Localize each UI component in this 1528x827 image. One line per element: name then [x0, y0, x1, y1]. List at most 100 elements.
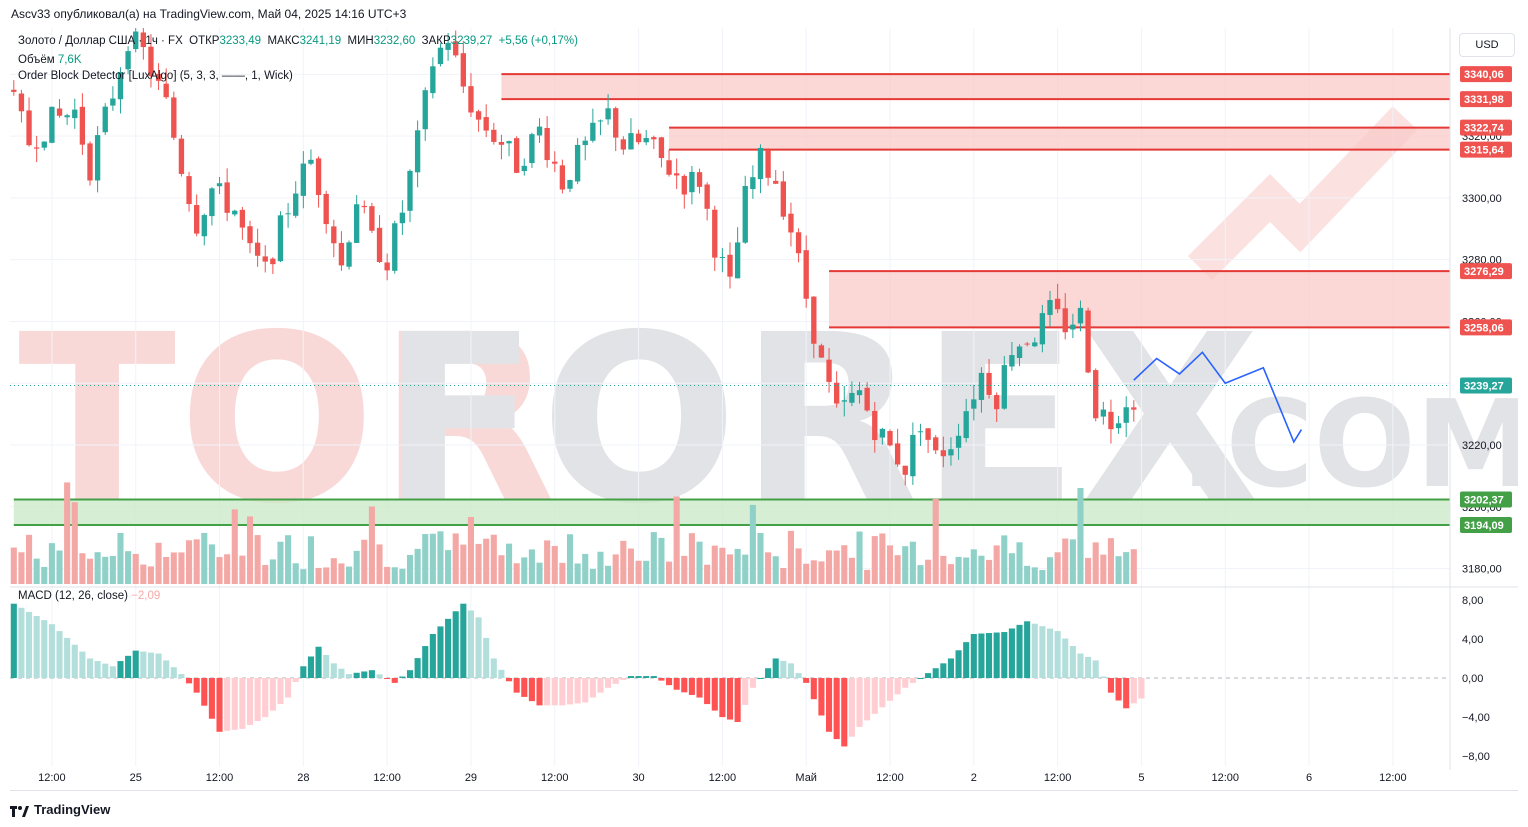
candle-body [155, 73, 162, 81]
candle-body [620, 139, 626, 150]
volume-bar [307, 536, 314, 584]
macd-histogram-bar [536, 678, 543, 706]
symbol-name[interactable]: Золото / Доллар США [18, 35, 136, 47]
candle-body [666, 160, 672, 175]
interval-label[interactable]: 1ч [145, 35, 158, 47]
volume-bar [742, 554, 749, 584]
candle-body [750, 177, 756, 190]
candle-body [407, 170, 413, 211]
low-label: МИН [347, 35, 374, 47]
volume-bar [102, 556, 109, 584]
macd-histogram-bar [64, 637, 71, 678]
candle-body [879, 428, 886, 438]
candle-body [239, 209, 246, 228]
volume-bar [346, 566, 353, 584]
macd-y-tick-label: 0,00 [1462, 673, 1483, 685]
volume-bar [1016, 542, 1023, 584]
candle-body [430, 66, 436, 94]
macd-histogram-bar [41, 620, 48, 678]
macd-histogram-bar [429, 634, 436, 678]
candle-body [133, 31, 139, 50]
macd-histogram-bar [155, 653, 162, 678]
indicator-legend[interactable]: Order Block Detector [LuxAlgo] (5, 3, 3,… [18, 70, 293, 82]
candle-body [87, 143, 93, 181]
footer-brand[interactable]: TradingView [34, 802, 111, 817]
volume-bar [932, 498, 939, 584]
volume-bar [56, 550, 63, 584]
candle-body [567, 180, 573, 189]
volume-bar [506, 543, 513, 584]
currency-button[interactable]: USD [1459, 33, 1515, 57]
volume-bar [1085, 557, 1092, 584]
macd-histogram-bar [193, 678, 200, 693]
macd-legend[interactable]: MACD (12, 26, close) −2,09 [18, 590, 160, 602]
macd-histogram-bar [841, 678, 848, 747]
macd-histogram-bar [178, 674, 185, 678]
macd-histogram-bar [307, 656, 314, 678]
volume-bar [71, 502, 78, 584]
candle-body [361, 205, 367, 208]
chart-frame[interactable]: TORFOREX.COM3180,003200,003220,003240,00… [10, 28, 1518, 791]
open-label: ОТКР [189, 35, 220, 47]
candle-body [574, 144, 581, 182]
top-bar: Ascv33 опубликовал(а) на TradingView.com… [0, 0, 1528, 28]
volume-bar [48, 543, 55, 584]
candle-body [582, 140, 588, 146]
volume-bar [1031, 567, 1038, 584]
volume-bar [1077, 488, 1084, 584]
y-tick-label: 3220,00 [1462, 440, 1502, 452]
macd-histogram-bar [612, 678, 619, 684]
candle-body [178, 138, 185, 174]
macd-histogram-bar [216, 678, 223, 732]
macd-histogram-bar [323, 655, 330, 678]
candle-body [1016, 346, 1023, 359]
candle-body [376, 227, 383, 262]
macd-histogram-bar [544, 678, 551, 706]
volume-bar [330, 558, 337, 584]
volume-bar [940, 555, 947, 584]
macd-histogram-bar [589, 678, 596, 698]
candle-body [590, 122, 596, 141]
candle-body [49, 106, 55, 143]
indicator-label: Order Block Detector [LuxAlgo] (5, 3, 3,… [18, 70, 293, 82]
chart-canvas[interactable]: TORFOREX.COM3180,003200,003220,003240,00… [10, 28, 1518, 790]
order-block-bearish [669, 127, 1450, 150]
macd-histogram-bar [947, 658, 954, 678]
macd-histogram-bar [711, 678, 718, 711]
candle-body [986, 372, 992, 395]
macd-histogram-bar [1115, 678, 1122, 701]
volume-bar [818, 561, 825, 584]
volume-bar [787, 530, 794, 584]
volume-bar [18, 552, 25, 584]
macd-histogram-bar [445, 618, 452, 678]
volume-bar [147, 566, 154, 584]
candle-body [887, 431, 893, 446]
macd-histogram-bar [33, 616, 40, 678]
candle-body [1024, 343, 1030, 345]
volume-bar [757, 533, 764, 584]
volume-bar [528, 549, 535, 584]
candle-body [18, 93, 25, 112]
volume-bar [566, 534, 574, 584]
macd-histogram-bar [125, 655, 132, 678]
candle-body [704, 184, 710, 209]
last-price-badge-bg [1460, 377, 1512, 394]
candle-body [315, 158, 322, 195]
macd-histogram-bar [658, 678, 665, 681]
volume-bar [605, 565, 612, 584]
volume-bar [399, 568, 406, 584]
forecast-line [1133, 351, 1303, 444]
macd-histogram-bar [201, 678, 208, 706]
candle-body [498, 141, 505, 145]
macd-histogram-bar [48, 624, 55, 678]
macd-histogram-bar [871, 678, 878, 714]
candle-body [963, 411, 969, 439]
macd-histogram-bar [94, 661, 101, 678]
volume-bar [1024, 565, 1031, 584]
candle-body [841, 400, 847, 402]
volume-bar [650, 532, 657, 584]
volume-bar [132, 553, 139, 584]
candle-body [544, 127, 550, 161]
volume-legend[interactable]: Объём 7,6K [18, 54, 82, 66]
candle-body [72, 109, 78, 119]
